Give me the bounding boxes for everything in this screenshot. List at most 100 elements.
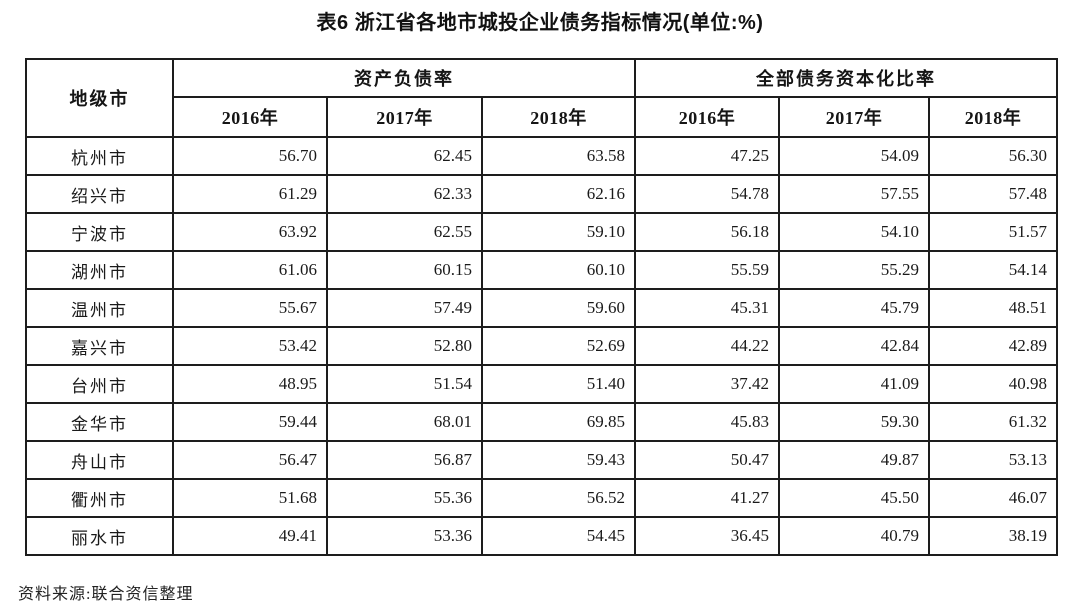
value-cell: 63.92	[172, 212, 328, 252]
value-cell: 56.30	[928, 136, 1059, 176]
value-cell: 45.83	[634, 402, 781, 442]
table-row: 温州市 55.67 57.49 59.60 45.31 45.79 48.51	[25, 288, 1059, 328]
value-cell: 50.47	[634, 440, 781, 480]
value-cell: 56.70	[172, 136, 328, 176]
value-cell: 55.29	[778, 250, 931, 290]
value-cell: 36.45	[634, 516, 781, 556]
table-row: 嘉兴市 53.42 52.80 52.69 44.22 42.84 42.89	[25, 326, 1059, 366]
value-cell: 49.41	[172, 516, 328, 556]
value-cell: 45.50	[778, 478, 931, 518]
city-cell: 绍兴市	[25, 174, 174, 214]
value-cell: 47.25	[634, 136, 781, 176]
table-row: 绍兴市 61.29 62.33 62.16 54.78 57.55 57.48	[25, 174, 1059, 214]
city-cell: 金华市	[25, 402, 174, 442]
city-cell: 杭州市	[25, 136, 174, 176]
value-cell: 52.69	[480, 326, 637, 366]
value-cell: 48.51	[928, 288, 1059, 328]
table-row: 湖州市 61.06 60.15 60.10 55.59 55.29 54.14	[25, 250, 1059, 290]
table-title: 表6 浙江省各地市城投企业债务指标情况(单位:%)	[316, 12, 764, 34]
value-cell: 62.55	[326, 212, 483, 252]
value-cell: 61.29	[172, 174, 328, 214]
value-cell: 57.55	[778, 174, 931, 214]
city-cell: 温州市	[25, 288, 174, 328]
value-cell: 54.14	[928, 250, 1059, 290]
table-row: 丽水市 49.41 53.36 54.45 36.45 40.79 38.19	[25, 516, 1059, 556]
value-cell: 68.01	[326, 402, 483, 442]
header-group-row: 地级市 资产负债率 全部债务资本化比率	[25, 58, 1059, 138]
city-cell: 衢州市	[25, 478, 174, 518]
header-year-dcr-2018: 2018年	[928, 96, 1059, 138]
value-cell: 61.06	[172, 250, 328, 290]
value-cell: 57.49	[326, 288, 483, 328]
value-cell: 60.15	[326, 250, 483, 290]
value-cell: 56.52	[480, 478, 637, 518]
city-cell: 湖州市	[25, 250, 174, 290]
value-cell: 54.09	[778, 136, 931, 176]
value-cell: 54.10	[778, 212, 931, 252]
table-body: 杭州市 56.70 62.45 63.58 47.25 54.09 56.30 绍兴市 61.2…	[25, 136, 1059, 556]
value-cell: 46.07	[928, 478, 1059, 518]
value-cell: 59.10	[480, 212, 637, 252]
value-cell: 59.44	[172, 402, 328, 442]
value-cell: 37.42	[634, 364, 781, 404]
value-cell: 69.85	[480, 402, 637, 442]
value-cell: 40.98	[928, 364, 1059, 404]
table-row: 杭州市 56.70 62.45 63.58 47.25 54.09 56.30	[25, 136, 1059, 176]
value-cell: 54.45	[480, 516, 637, 556]
value-cell: 53.36	[326, 516, 483, 556]
value-cell: 63.58	[480, 136, 637, 176]
header-group-asset-liability: 资产负债率	[171, 58, 637, 98]
value-cell: 62.33	[326, 174, 483, 214]
value-cell: 59.60	[480, 288, 637, 328]
value-cell: 53.42	[172, 326, 328, 366]
value-cell: 53.13	[928, 440, 1059, 480]
city-cell: 嘉兴市	[25, 326, 174, 366]
header-year-dcr-2016: 2016年	[634, 96, 781, 138]
header-year-alr-2018: 2018年	[480, 96, 637, 138]
header-city: 地级市	[25, 58, 174, 138]
table-header: 地级市 资产负债率 全部债务资本化比率 2016年 2017年 2018年 20…	[25, 58, 1059, 138]
value-cell: 55.59	[634, 250, 781, 290]
value-cell: 38.19	[928, 516, 1059, 556]
header-year-row: 2016年 2017年 2018年 2016年 2017年 2018年	[26, 96, 1059, 138]
value-cell: 51.57	[928, 212, 1059, 252]
table-row: 舟山市 56.47 56.87 59.43 50.47 49.87 53.13	[25, 440, 1059, 480]
value-cell: 45.31	[634, 288, 781, 328]
value-cell: 55.67	[172, 288, 328, 328]
value-cell: 59.30	[778, 402, 931, 442]
value-cell: 45.79	[778, 288, 931, 328]
value-cell: 44.22	[634, 326, 781, 366]
city-cell: 丽水市	[25, 516, 174, 556]
value-cell: 49.87	[778, 440, 931, 480]
value-cell: 51.68	[172, 478, 328, 518]
city-cell: 宁波市	[25, 212, 174, 252]
table-row: 宁波市 63.92 62.55 59.10 56.18 54.10 51.57	[25, 212, 1059, 252]
value-cell: 52.80	[326, 326, 483, 366]
value-cell: 57.48	[928, 174, 1059, 214]
value-cell: 48.95	[172, 364, 328, 404]
value-cell: 60.10	[480, 250, 637, 290]
debt-indicators-table: 地级市 资产负债率 全部债务资本化比率 2016年 2017年 2018年 20…	[25, 58, 1059, 556]
value-cell: 56.87	[326, 440, 483, 480]
header-year-dcr-2017: 2017年	[778, 96, 931, 138]
value-cell: 62.16	[480, 174, 637, 214]
value-cell: 42.89	[928, 326, 1059, 366]
value-cell: 56.18	[634, 212, 781, 252]
header-year-alr-2016: 2016年	[172, 96, 328, 138]
value-cell: 56.47	[172, 440, 328, 480]
value-cell: 51.40	[480, 364, 637, 404]
value-cell: 40.79	[778, 516, 931, 556]
value-cell: 42.84	[778, 326, 931, 366]
table-row: 金华市 59.44 68.01 69.85 45.83 59.30 61.32	[25, 402, 1059, 442]
city-cell: 台州市	[25, 364, 174, 404]
header-group-debt-capitalization: 全部债务资本化比率	[634, 58, 1059, 98]
value-cell: 61.32	[928, 402, 1059, 442]
source-note: 资料来源:联合资信整理	[18, 586, 194, 603]
table-row: 衢州市 51.68 55.36 56.52 41.27 45.50 46.07	[25, 478, 1059, 518]
value-cell: 54.78	[634, 174, 781, 214]
value-cell: 59.43	[480, 440, 637, 480]
header-year-alr-2017: 2017年	[326, 96, 483, 138]
city-cell: 舟山市	[25, 440, 174, 480]
value-cell: 55.36	[326, 478, 483, 518]
